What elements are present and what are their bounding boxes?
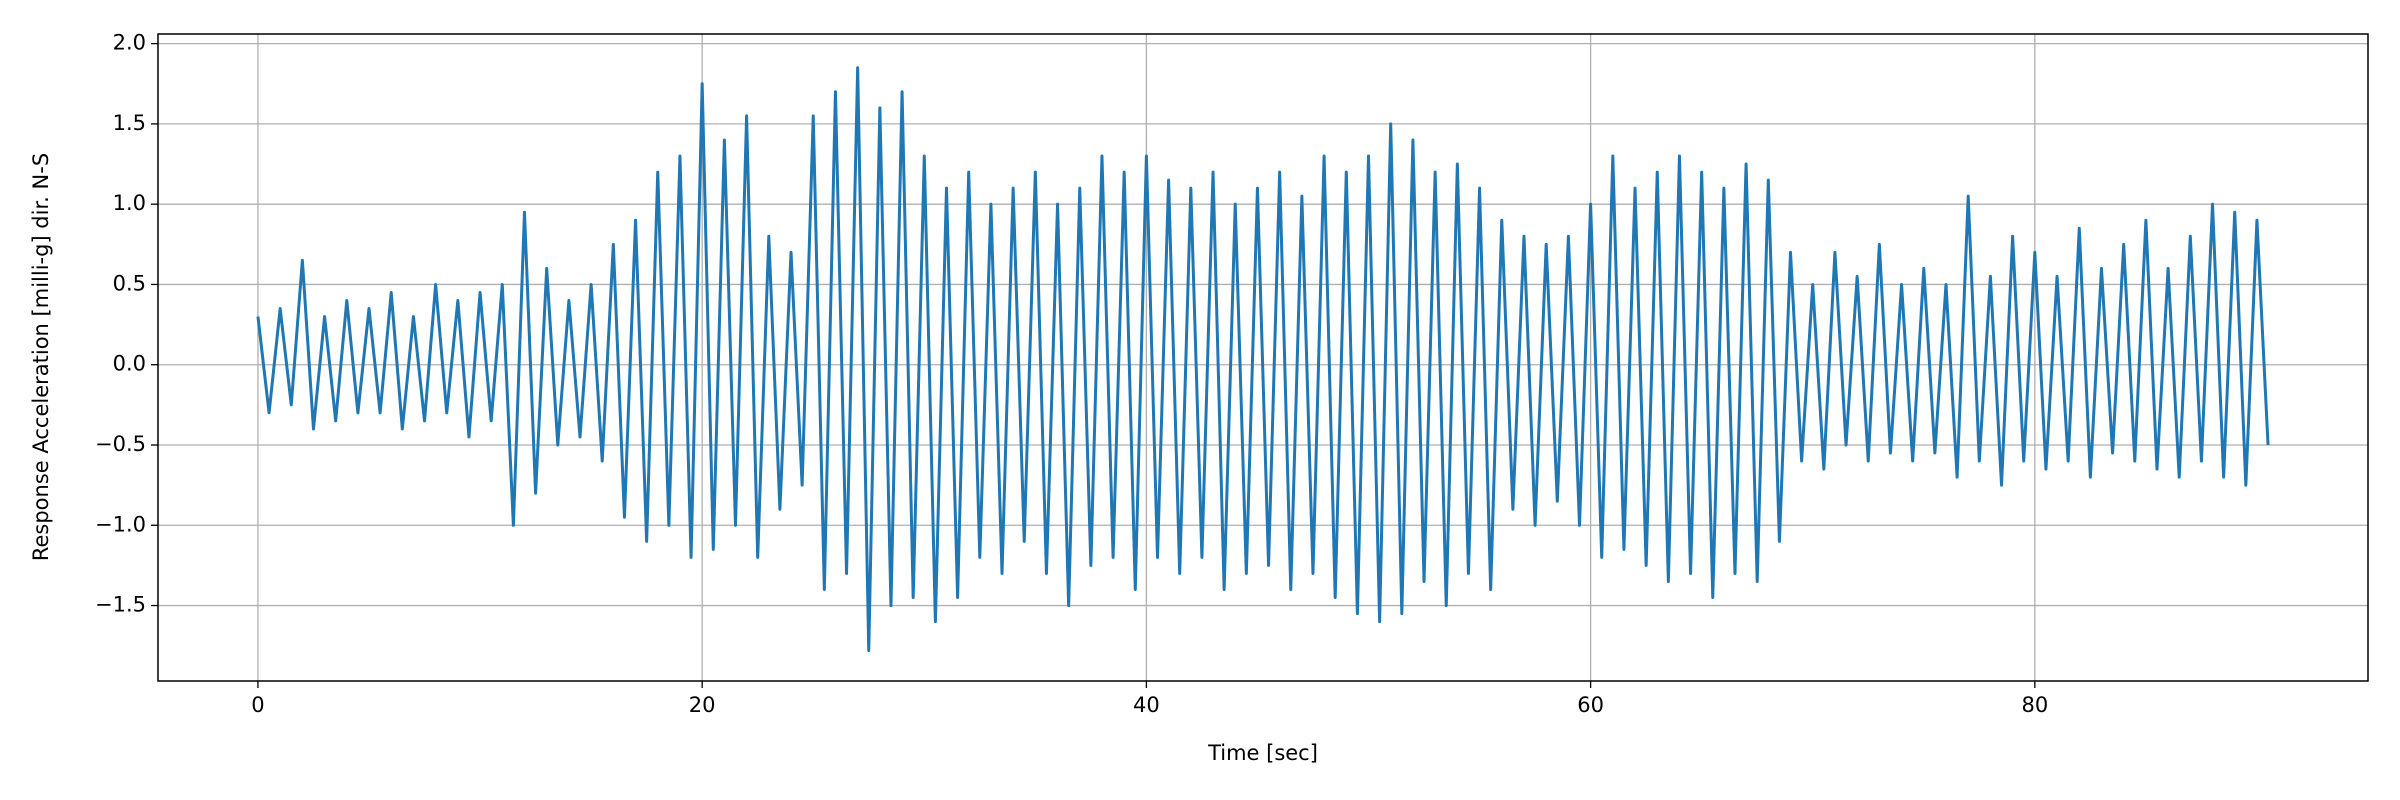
y-tick-label: 0.0	[113, 352, 146, 376]
y-tick-label: 0.5	[113, 271, 146, 295]
x-tick-label: 80	[2021, 693, 2048, 717]
y-tick-label: 1.5	[113, 111, 146, 135]
y-tick-label: −1.5	[95, 593, 146, 617]
x-axis-label: Time [sec]	[1207, 741, 1318, 765]
x-tick-label: 60	[1577, 693, 1604, 717]
y-axis-label: Response Acceleration [milli-g] dir. N-S	[29, 153, 53, 561]
y-tick-label: 2.0	[113, 31, 146, 55]
plot-frame	[157, 33, 2369, 682]
y-tick-label: −0.5	[95, 432, 146, 456]
y-tick-label: 1.0	[113, 191, 146, 215]
y-tick-label: −1.0	[95, 512, 146, 536]
x-tick-label: 20	[689, 693, 716, 717]
signal-line	[256, 66, 2270, 652]
x-tick-label: 0	[251, 693, 264, 717]
x-tick-label: 40	[1133, 693, 1160, 717]
